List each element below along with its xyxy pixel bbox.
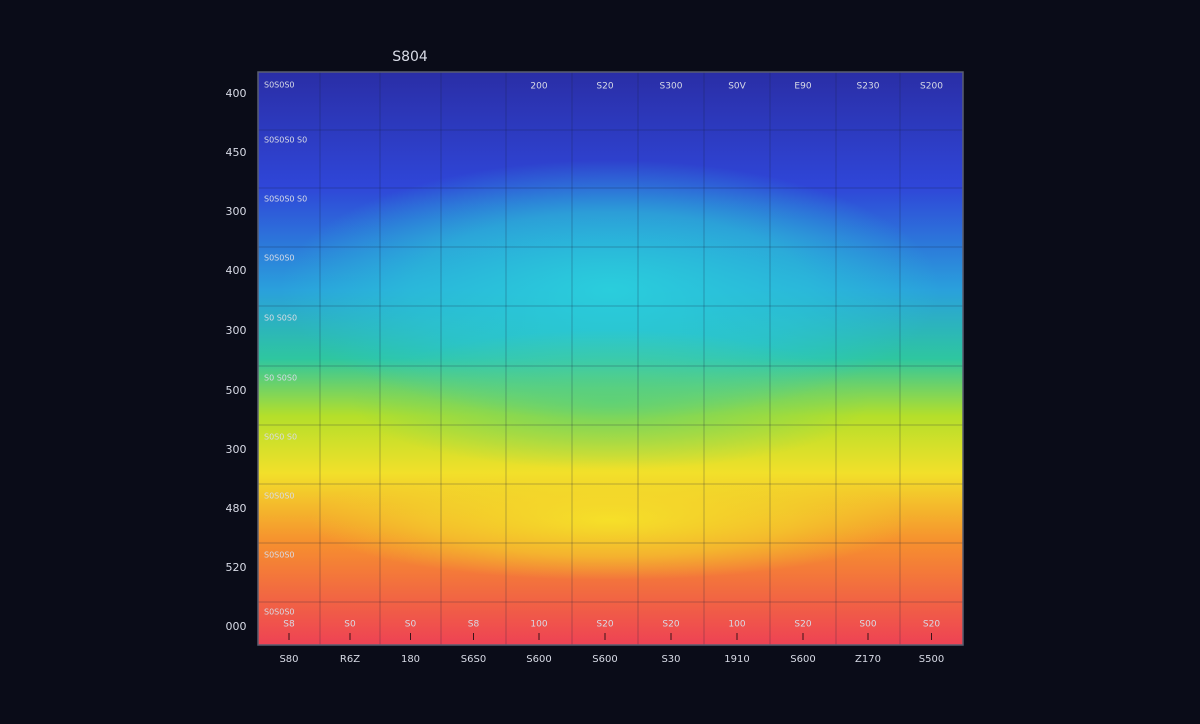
x-label: S600 xyxy=(526,654,551,665)
row-label: S0S0S0 xyxy=(264,492,295,501)
x-label: Z170 xyxy=(855,654,881,665)
y-label: 500 xyxy=(226,384,247,397)
top-cell-label: S0V xyxy=(728,82,746,92)
top-cell-label: 200 xyxy=(530,82,547,92)
row-label: S0S0S0 S0 xyxy=(264,195,307,204)
bottom-cell-label: S0 xyxy=(344,620,356,630)
y-label: 300 xyxy=(226,324,247,337)
bottom-cell-label: S8 xyxy=(283,620,295,630)
x-label: S80 xyxy=(279,654,298,665)
y-label: 520 xyxy=(226,561,247,574)
row-label: S0S0S0 S0 xyxy=(264,136,307,145)
bottom-cell-label: 100 xyxy=(728,620,745,630)
x-label: S500 xyxy=(919,654,944,665)
bottom-cell-label: S20 xyxy=(662,620,679,630)
top-cell-label: S300 xyxy=(660,82,683,92)
top-cell-label: S200 xyxy=(920,82,943,92)
bottom-cell-label: S00 xyxy=(859,620,876,630)
title: S804 xyxy=(392,49,428,65)
heatmap-area xyxy=(350,330,870,470)
grid xyxy=(258,72,963,645)
x-label: S6S0 xyxy=(461,654,486,665)
row-label: S0 S0S0 xyxy=(264,374,297,383)
y-label: 400 xyxy=(226,87,247,100)
top-cell-label: S20 xyxy=(596,82,613,92)
bottom-cell-label: S8 xyxy=(468,620,480,630)
bottom-cell-label: S0 xyxy=(405,620,417,630)
top-cell-label: E90 xyxy=(794,82,811,92)
y-label: 400 xyxy=(226,264,247,277)
heatmap-area xyxy=(310,460,910,580)
x-label: 180 xyxy=(401,654,420,665)
row-label: S0S0S0 xyxy=(264,608,295,617)
y-label: 300 xyxy=(226,443,247,456)
x-label: S600 xyxy=(790,654,815,665)
row-label: S0S0S0 xyxy=(264,254,295,263)
row-label: S0S0 S0 xyxy=(264,433,297,442)
y-label: 000 xyxy=(226,620,247,633)
bottom-cell-label: S20 xyxy=(923,620,940,630)
x-label: S600 xyxy=(592,654,617,665)
x-label: R6Z xyxy=(340,654,360,665)
y-label: 300 xyxy=(226,205,247,218)
bottom-cell-label: 100 xyxy=(530,620,547,630)
x-label: 1910 xyxy=(724,654,749,665)
plot-border xyxy=(257,71,964,646)
heatmap xyxy=(258,72,963,645)
y-label: 480 xyxy=(226,502,247,515)
row-label: S0S0S0 xyxy=(264,81,295,90)
y-label: 450 xyxy=(226,146,247,159)
row-label: S0 S0S0 xyxy=(264,314,297,323)
bottom-cell-label: S20 xyxy=(596,620,613,630)
top-cell-label: S230 xyxy=(857,82,880,92)
x-label: S30 xyxy=(661,654,680,665)
row-label: S0S0S0 xyxy=(264,551,295,560)
bottom-cell-label: S20 xyxy=(794,620,811,630)
